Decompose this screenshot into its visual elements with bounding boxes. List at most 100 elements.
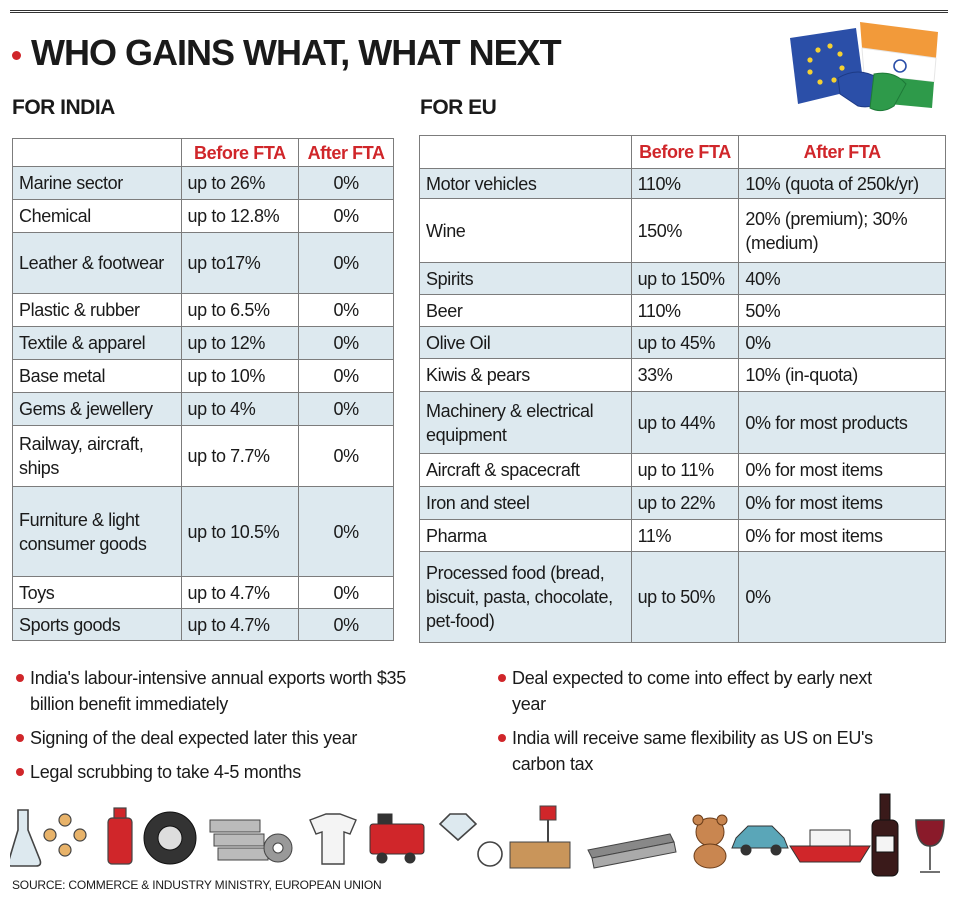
table-row: Chemical up to 12.8% 0% (12, 199, 394, 233)
table-row: Marine sector up to 26% 0% (12, 166, 394, 200)
sector-cell: Furniture & light consumer goods (12, 486, 182, 577)
page-title: WHO GAINS WHAT, WHAT NEXT (12, 32, 562, 74)
column-header-after: After FTA (298, 138, 394, 167)
handshake-flags-icon (790, 22, 938, 112)
india-tariff-table: Before FTA After FTA Marine sector up to … (12, 138, 394, 641)
sector-cell: Railway, aircraft, ships (12, 425, 182, 487)
table-row: Machinery & electrical equipment up to 44… (419, 391, 946, 454)
top-rule (10, 10, 948, 13)
table-row: Processed food (bread, biscuit, pasta, c… (419, 551, 946, 643)
before-cell: 110% (630, 168, 740, 199)
before-cell: up to 12.8% (180, 199, 300, 233)
sector-cell: Pharma (419, 519, 632, 552)
before-cell: up to 10.5% (180, 486, 300, 577)
sector-cell: Machinery & electrical equipment (419, 391, 632, 454)
table-row: Textile & apparel up to 12% 0% (12, 326, 394, 360)
before-cell: up to 10% (180, 359, 300, 393)
train-icon (369, 813, 425, 864)
before-cell: up to 50% (630, 551, 740, 643)
table-row: Sports goods up to 4.7% 0% (12, 608, 394, 641)
before-cell: up to 22% (630, 486, 740, 520)
after-cell: 0% (738, 551, 946, 643)
sector-cell: Wine (419, 198, 632, 263)
after-cell: 0% for most items (738, 519, 946, 552)
tyre-icon (143, 811, 197, 865)
column-header-after: After FTA (738, 135, 946, 169)
column-header-sector (419, 135, 632, 169)
before-cell: 33% (630, 358, 740, 392)
column-header-sector (12, 138, 182, 167)
after-cell: 0% for most items (738, 453, 946, 487)
after-cell: 20% (premium); 30% (medium) (738, 198, 946, 263)
note-item: India's labour-intensive annual exports … (12, 665, 432, 717)
teddy-bear-icon (692, 814, 728, 869)
before-cell: up to 26% (180, 166, 300, 200)
table-row: Toys up to 4.7% 0% (12, 576, 394, 609)
after-cell: 0% (298, 232, 394, 294)
sector-cell: Spirits (419, 262, 632, 295)
after-cell: 0% (298, 166, 394, 200)
desk-lamp-icon (509, 805, 571, 869)
headline-text: WHO GAINS WHAT, WHAT NEXT (31, 32, 562, 73)
india-section-title: FOR INDIA (12, 96, 115, 119)
table-header-row: Before FTA After FTA (419, 135, 946, 169)
before-cell: 11% (630, 519, 740, 552)
table-row: Base metal up to 10% 0% (12, 359, 394, 393)
shirt-icon (309, 813, 357, 865)
before-cell: up to 44% (630, 391, 740, 454)
sector-cell: Aircraft & spacecraft (419, 453, 632, 487)
gear-icon (263, 833, 293, 863)
sector-cell: Base metal (12, 359, 182, 393)
table-row: Motor vehicles 110% 10% (quota of 250k/yr) (419, 168, 946, 199)
wine-glass-icon (915, 819, 945, 873)
table-row: Olive Oil up to 45% 0% (419, 326, 946, 359)
bullet-dot (12, 50, 21, 60)
bottle-icon (107, 807, 133, 865)
table-row: Plastic & rubber up to 6.5% 0% (12, 293, 394, 327)
sector-cell: Kiwis & pears (419, 358, 632, 392)
sector-cell: Textile & apparel (12, 326, 182, 360)
steel-beam-icon (587, 833, 677, 869)
table-row: Kiwis & pears 33% 10% (in-quota) (419, 358, 946, 392)
table-row: Railway, aircraft, ships up to 7.7% 0% (12, 425, 394, 487)
sector-cell: Chemical (12, 199, 182, 233)
column-header-before: Before FTA (630, 135, 740, 169)
before-cell: 150% (630, 198, 740, 263)
after-cell: 0% for most items (738, 486, 946, 520)
after-cell: 40% (738, 262, 946, 295)
before-cell: up to 12% (180, 326, 300, 360)
sector-cell: Marine sector (12, 166, 182, 200)
before-cell: up to17% (180, 232, 300, 294)
sector-cell: Toys (12, 576, 182, 609)
after-cell: 0% (298, 199, 394, 233)
table-row: Aircraft & spacecraft up to 11% 0% for mos… (419, 453, 946, 487)
after-cell: 50% (738, 294, 946, 327)
sector-cell: Iron and steel (419, 486, 632, 520)
table-row: Wine 150% 20% (premium); 30% (medium) (419, 198, 946, 263)
table-row: Iron and steel up to 22% 0% for most items (419, 486, 946, 520)
before-cell: up to 150% (630, 262, 740, 295)
column-header-before: Before FTA (180, 138, 300, 167)
wine-bottle-icon (871, 793, 899, 877)
after-cell: 0% (298, 486, 394, 577)
sector-illustrations (10, 793, 945, 877)
table-row: Leather & footwear up to17% 0% (12, 232, 394, 294)
car-icon (731, 825, 789, 856)
table-row: Spirits up to 150% 40% (419, 262, 946, 295)
after-cell: 0% (298, 576, 394, 609)
after-cell: 0% for most products (738, 391, 946, 454)
sector-cell: Gems & jewellery (12, 392, 182, 426)
note-item: Deal expected to come into effect by ear… (494, 665, 894, 717)
after-cell: 10% (quota of 250k/yr) (738, 168, 946, 199)
eu-tariff-table: Before FTA After FTA Motor vehicles 110% 1… (419, 135, 946, 643)
note-item: Signing of the deal expected later this … (12, 725, 432, 751)
sector-cell: Beer (419, 294, 632, 327)
table-row: Gems & jewellery up to 4% 0% (12, 392, 394, 426)
sector-cell: Motor vehicles (419, 168, 632, 199)
table-row: Pharma 11% 0% for most items (419, 519, 946, 552)
diamond-ring-icon (438, 813, 503, 867)
before-cell: up to 4.7% (180, 608, 300, 641)
before-cell: up to 6.5% (180, 293, 300, 327)
before-cell: up to 45% (630, 326, 740, 359)
after-cell: 10% (in-quota) (738, 358, 946, 392)
